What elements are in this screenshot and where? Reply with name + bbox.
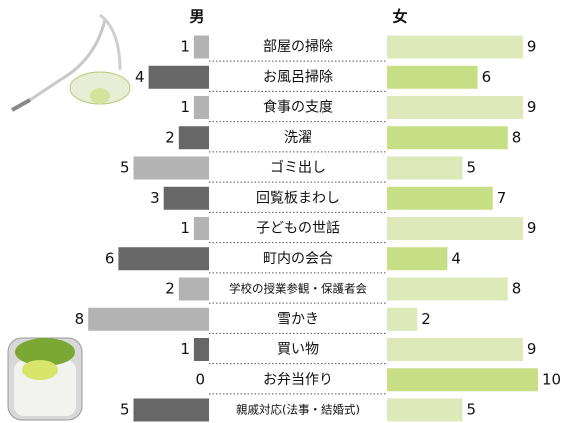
bar — [387, 368, 538, 391]
value-label: 9 — [527, 98, 537, 116]
value-label: 6 — [482, 68, 492, 86]
category-label: 学校の授業参観・保護者会 — [229, 282, 367, 296]
value-label: 8 — [75, 310, 85, 328]
value-label: 2 — [421, 310, 431, 328]
category-label: 食事の支度 — [263, 99, 333, 116]
bar — [387, 96, 523, 119]
value-label: 6 — [105, 249, 115, 267]
bar — [118, 247, 209, 270]
bar — [149, 66, 209, 89]
category-label: 町内の会合 — [263, 251, 333, 267]
bar — [387, 66, 478, 89]
category-label: 回覧板まわし — [256, 189, 340, 206]
category-label: お弁当作り — [263, 372, 333, 388]
value-label: 1 — [180, 98, 190, 116]
value-label: 1 — [180, 38, 190, 56]
value-label: 5 — [120, 159, 130, 177]
bar — [387, 217, 523, 240]
bar — [179, 126, 209, 149]
category-label: 買い物 — [277, 342, 319, 358]
category-label: 部屋の掃除 — [263, 38, 333, 55]
category-label: お風呂掃除 — [263, 68, 333, 85]
category-label: ゴミ出し — [270, 159, 326, 176]
value-label: 5 — [467, 401, 477, 419]
bar — [387, 278, 508, 301]
bar — [88, 308, 209, 331]
bar — [194, 338, 209, 361]
bento-illustration — [8, 338, 82, 420]
bar — [164, 187, 209, 210]
bar — [134, 157, 210, 180]
value-label: 9 — [527, 340, 537, 358]
value-label: 10 — [542, 370, 561, 388]
bar — [387, 247, 447, 270]
value-label: 9 — [527, 38, 537, 56]
value-label: 4 — [135, 68, 145, 86]
value-label: 8 — [512, 280, 522, 298]
category-label: 親戚対応(法事・結婚式) — [236, 403, 360, 417]
category-label: 子どもの世話 — [256, 220, 340, 237]
series-header: 男 — [189, 8, 204, 26]
value-label: 5 — [467, 159, 477, 177]
bar — [387, 126, 508, 149]
vacuum-illustration — [12, 15, 130, 110]
value-label: 1 — [180, 340, 190, 358]
chart: 男 女部屋の掃除 1 9 お風呂掃除 4 6 食事の支度 1 9 洗濯 2 8 ゴミ出し 5 5 回覧板まわし 3… — [0, 0, 567, 423]
bar — [194, 96, 209, 119]
value-label: 2 — [165, 280, 175, 298]
bar — [134, 399, 210, 422]
value-label: 7 — [497, 189, 507, 207]
category-label: 雪かき — [277, 311, 319, 327]
value-label: 9 — [527, 219, 537, 237]
bar — [387, 187, 493, 210]
value-label: 1 — [180, 219, 190, 237]
series-header: 女 — [392, 8, 407, 26]
bar — [387, 308, 417, 331]
value-label: 8 — [512, 128, 522, 146]
value-label: 0 — [195, 370, 205, 388]
bar — [387, 157, 463, 180]
value-label: 3 — [150, 189, 160, 207]
bar — [387, 338, 523, 361]
bar — [179, 278, 209, 301]
category-label: 洗濯 — [284, 130, 312, 146]
bar — [387, 36, 523, 59]
bar — [194, 36, 209, 59]
value-label: 2 — [165, 128, 175, 146]
value-label: 5 — [120, 401, 130, 419]
bar — [194, 217, 209, 240]
bar — [387, 399, 463, 422]
value-label: 4 — [451, 249, 461, 267]
